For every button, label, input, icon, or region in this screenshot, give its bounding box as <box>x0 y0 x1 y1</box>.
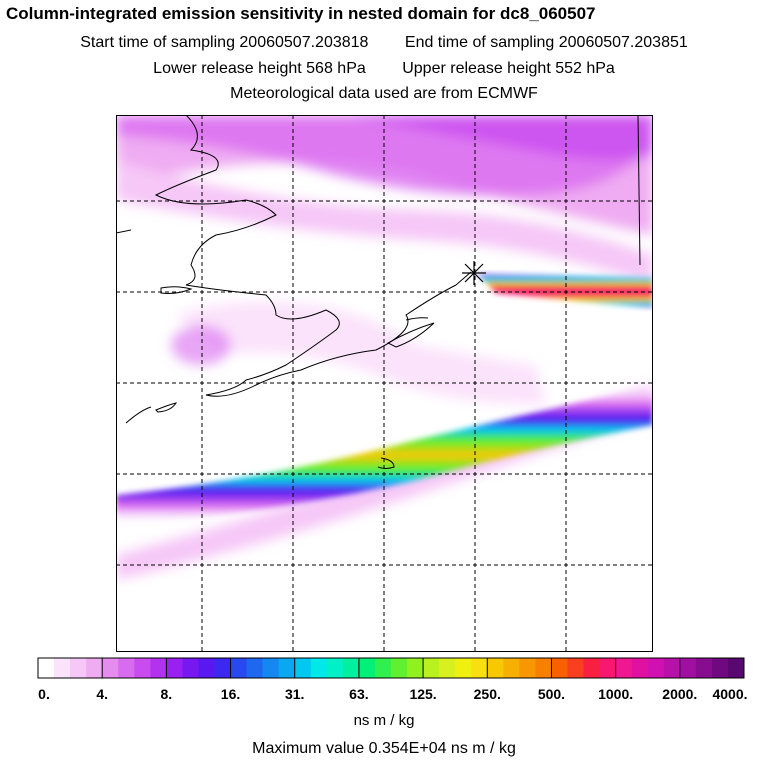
colorbar-swatch <box>471 658 488 678</box>
colorbar-swatch <box>134 658 151 678</box>
colorbar-swatch <box>166 658 183 678</box>
colorbar-swatch <box>439 658 456 678</box>
colorbar-swatch <box>294 658 312 678</box>
colorbar-swatch <box>583 658 601 678</box>
colorbar-tick-label: 4000. <box>712 686 748 702</box>
colorbar-tick-label: 2000. <box>662 686 698 702</box>
colorbar-swatch <box>102 658 119 678</box>
colorbar-swatch <box>214 658 232 678</box>
colorbar-unit: ns m / kg <box>353 712 415 729</box>
colorbar-swatch <box>118 658 135 678</box>
colorbar-tick-label: 4. <box>96 686 109 702</box>
maximum-value: Maximum value 0.354E+04 ns m / kg <box>252 740 516 757</box>
colorbar-tick-label: 250. <box>473 686 501 702</box>
colorbar-swatch <box>599 658 617 678</box>
colorbar <box>37 657 745 679</box>
colorbar-swatch <box>567 658 585 678</box>
colorbar-swatch <box>278 658 296 678</box>
colorbar-swatch <box>38 658 55 678</box>
colorbar-swatch <box>647 658 665 678</box>
colorbar-swatch <box>54 658 71 678</box>
colorbar-swatch <box>727 658 745 678</box>
colorbar-swatch <box>679 658 697 678</box>
sensitivity-map <box>116 115 653 652</box>
map-frame <box>116 115 653 652</box>
colorbar-tick-label: 0. <box>38 686 50 702</box>
release-location-star <box>462 261 486 285</box>
colorbar-swatch <box>551 658 568 678</box>
colorbar-tick-label: 500. <box>537 686 566 702</box>
start-time: Start time of sampling 20060507.203818 <box>80 34 369 51</box>
colorbar-swatch <box>663 658 681 678</box>
coastlines <box>116 115 641 469</box>
colorbar-swatch <box>230 658 248 678</box>
colorbar-swatch <box>86 658 103 678</box>
colorbar-swatch <box>455 658 472 678</box>
colorbar-swatch <box>615 658 633 678</box>
colorbar-swatch <box>407 658 424 678</box>
colorbar-tick-label: 16. <box>220 686 241 702</box>
upper-release-height: Upper release height 552 hPa <box>402 60 615 77</box>
release-height-line: Lower release height 568 hPa Upper relea… <box>0 60 768 78</box>
colorbar-frame <box>37 657 745 679</box>
end-time: End time of sampling 20060507.203851 <box>404 34 688 51</box>
colorbar-swatch <box>326 658 344 678</box>
colorbar-swatch <box>198 658 215 678</box>
colorbar-swatch <box>631 658 649 678</box>
colorbar-swatch <box>535 658 552 678</box>
colorbar-swatch <box>423 658 440 678</box>
colorbar-swatch <box>487 658 504 678</box>
colorbar-swatch <box>262 658 280 678</box>
colorbar-swatch <box>358 658 376 678</box>
colorbar-swatch <box>374 658 392 678</box>
colorbar-swatch <box>182 658 199 678</box>
met-data-source: Meteorological data used are from ECMWF <box>230 85 538 102</box>
colorbar-swatch <box>711 658 729 678</box>
release-plume <box>476 273 653 308</box>
colorbar-swatch <box>519 658 536 678</box>
colorbar-swatch <box>391 658 408 678</box>
colorbar-swatch <box>310 658 328 678</box>
graticule <box>116 115 653 652</box>
sampling-time-line: Start time of sampling 20060507.203818 E… <box>0 34 768 52</box>
colorbar-tick-label: 63. <box>349 686 369 702</box>
colorbar-tick-label: 8. <box>160 686 173 702</box>
colorbar-swatch <box>695 658 713 678</box>
colorbar-tick-label: 125. <box>409 686 437 702</box>
colorbar-swatch <box>342 658 360 678</box>
colorbar-tick-label: 1000. <box>598 686 634 702</box>
colorbar-swatch <box>246 658 264 678</box>
colorbar-swatch <box>150 658 167 678</box>
lower-release-height: Lower release height 568 hPa <box>153 60 366 77</box>
plot-title: Column-integrated emission sensitivity i… <box>6 4 596 23</box>
colorbar-swatch <box>70 658 87 678</box>
colorbar-swatch <box>503 658 520 678</box>
colorbar-tick-label: 31. <box>284 686 305 702</box>
